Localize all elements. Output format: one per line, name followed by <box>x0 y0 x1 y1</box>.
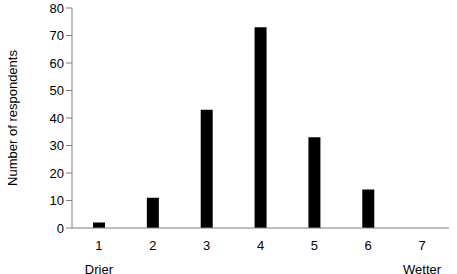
svg-text:20: 20 <box>50 166 64 181</box>
svg-text:Wetter: Wetter <box>403 262 442 274</box>
svg-text:80: 80 <box>50 1 64 16</box>
svg-text:3: 3 <box>203 238 210 253</box>
svg-text:0: 0 <box>57 221 64 236</box>
svg-text:5: 5 <box>311 238 318 253</box>
svg-text:70: 70 <box>50 28 64 43</box>
svg-text:6: 6 <box>365 238 372 253</box>
svg-text:60: 60 <box>50 56 64 71</box>
svg-text:50: 50 <box>50 83 64 98</box>
svg-text:2: 2 <box>149 238 156 253</box>
svg-text:40: 40 <box>50 111 64 126</box>
svg-text:1: 1 <box>95 238 102 253</box>
svg-text:Number of respondents: Number of respondents <box>8 50 20 186</box>
svg-text:10: 10 <box>50 193 64 208</box>
svg-text:7: 7 <box>418 238 425 253</box>
svg-text:Drier: Drier <box>85 262 114 274</box>
svg-text:30: 30 <box>50 138 64 153</box>
svg-text:4: 4 <box>257 238 264 253</box>
